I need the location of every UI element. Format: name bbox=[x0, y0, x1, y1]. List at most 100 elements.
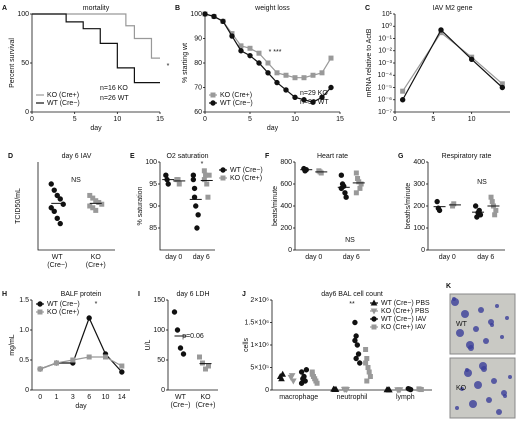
x-tick-label: 0 bbox=[203, 116, 207, 123]
y-axis-label: % starting wt bbox=[182, 43, 189, 83]
y-tick-label: 10⁻³ bbox=[378, 60, 392, 67]
point bbox=[310, 72, 316, 78]
legend-label: WT (Cre−) bbox=[47, 100, 80, 107]
x-tick-label: day 6 bbox=[193, 254, 210, 261]
point bbox=[357, 360, 363, 366]
image-label: WT bbox=[456, 321, 468, 328]
point bbox=[407, 386, 414, 393]
chart-title: Respiratory rate bbox=[442, 153, 492, 160]
point bbox=[438, 27, 444, 33]
x-tick-label: day 0 bbox=[165, 254, 182, 261]
point bbox=[202, 11, 208, 17]
point bbox=[247, 45, 253, 51]
y-tick-label: 100 bbox=[190, 11, 202, 18]
annotation: p=0.06 bbox=[182, 333, 204, 340]
panel-letter: H bbox=[2, 291, 7, 298]
panel-letter: J bbox=[242, 291, 246, 298]
y-tick-label: 2×10⁶ bbox=[250, 297, 269, 304]
axes bbox=[37, 162, 115, 251]
point bbox=[353, 333, 359, 339]
legend-label: KO (Cre+) bbox=[220, 92, 252, 99]
y-tick-label: 400 bbox=[413, 159, 425, 166]
panel-letter: B bbox=[175, 5, 180, 12]
y-tick-label: 0 bbox=[25, 387, 29, 394]
point bbox=[477, 212, 484, 218]
point bbox=[220, 175, 226, 181]
y-tick-label: 60 bbox=[194, 109, 202, 116]
point bbox=[197, 354, 202, 360]
y-tick-label: 50 bbox=[157, 357, 165, 364]
y-tick-label: 1.5×10⁶ bbox=[245, 319, 270, 326]
y-tick-label: 0 bbox=[25, 109, 29, 116]
point bbox=[283, 72, 289, 78]
cell bbox=[468, 345, 474, 351]
x-tick-label: macrophage bbox=[279, 394, 318, 401]
point bbox=[363, 347, 369, 352]
y-tick-label: 70 bbox=[194, 84, 202, 91]
point bbox=[319, 94, 325, 101]
point bbox=[358, 181, 364, 187]
cell bbox=[474, 381, 482, 389]
x-tick-label: WT bbox=[175, 394, 187, 401]
point bbox=[180, 351, 187, 357]
point bbox=[37, 309, 43, 315]
x-tick-label: day 6 bbox=[343, 254, 360, 261]
cell bbox=[473, 326, 479, 332]
series-line bbox=[32, 13, 160, 59]
panel-letter: C bbox=[365, 5, 370, 12]
y-axis-label: mRNA relative to ActB bbox=[366, 28, 373, 97]
point bbox=[499, 84, 506, 91]
point bbox=[370, 308, 378, 315]
point bbox=[365, 365, 371, 370]
x-tick-label: 6 bbox=[87, 394, 91, 401]
x-tick-label: 0 bbox=[393, 116, 397, 123]
y-tick-label: 10⁰ bbox=[381, 22, 392, 30]
chart-title: weight loss bbox=[254, 5, 290, 12]
annotation: n=38 WT bbox=[300, 99, 329, 106]
panel-letter: K bbox=[446, 283, 451, 290]
point bbox=[194, 225, 200, 231]
point bbox=[371, 324, 377, 330]
y-tick-label: 10⁻⁴ bbox=[378, 72, 393, 79]
point bbox=[256, 60, 262, 66]
y-tick-label: 90 bbox=[149, 203, 157, 210]
point bbox=[210, 92, 216, 98]
point bbox=[247, 52, 253, 59]
point bbox=[87, 192, 93, 198]
legend-label: WT (Cre−) PBS bbox=[381, 300, 430, 307]
point bbox=[274, 70, 280, 76]
point bbox=[51, 187, 57, 193]
y-tick-label: 10⁻² bbox=[378, 48, 392, 55]
point bbox=[37, 366, 43, 372]
point bbox=[238, 48, 244, 54]
cell bbox=[505, 316, 509, 320]
point bbox=[301, 373, 307, 380]
x-tick-label: 10 bbox=[291, 116, 299, 123]
point bbox=[298, 369, 305, 375]
point bbox=[229, 33, 235, 39]
annotation: n=26 WT bbox=[100, 95, 129, 102]
point bbox=[493, 207, 499, 213]
y-tick-label: 95 bbox=[149, 181, 157, 188]
annotation: n=29 KO bbox=[300, 90, 328, 97]
point bbox=[319, 70, 325, 76]
chart-title: O2 saturation bbox=[166, 153, 208, 160]
point bbox=[163, 172, 169, 178]
legend-label: KO (Cre+) PBS bbox=[381, 308, 429, 315]
point bbox=[357, 185, 363, 191]
point bbox=[328, 84, 334, 91]
point bbox=[193, 203, 199, 209]
point bbox=[352, 319, 358, 326]
legend-label: WT (Cre−) IAV bbox=[381, 316, 427, 323]
point bbox=[70, 357, 76, 363]
point bbox=[318, 170, 324, 176]
panel-letter: F bbox=[265, 153, 270, 160]
point bbox=[190, 172, 197, 178]
x-tick-label: 10 bbox=[102, 394, 110, 401]
point bbox=[354, 342, 361, 348]
point bbox=[190, 176, 197, 183]
annotation: * bbox=[201, 161, 204, 168]
cell bbox=[483, 338, 489, 344]
cell bbox=[496, 409, 502, 415]
